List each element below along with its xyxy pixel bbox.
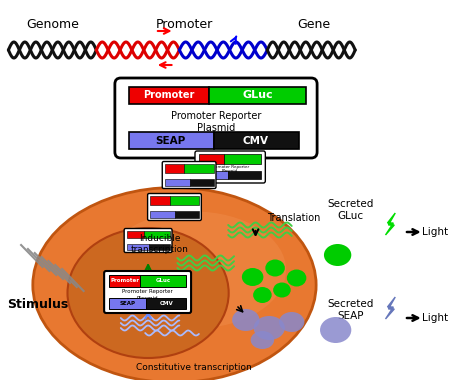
Ellipse shape (68, 228, 229, 358)
FancyBboxPatch shape (124, 228, 172, 252)
Text: GLuc: GLuc (242, 90, 273, 100)
Text: Gene: Gene (297, 17, 331, 30)
Ellipse shape (279, 312, 304, 332)
Text: Translation: Translation (267, 213, 321, 223)
Text: Promoter: Promoter (143, 90, 194, 100)
Ellipse shape (273, 282, 291, 298)
FancyBboxPatch shape (126, 244, 149, 250)
Ellipse shape (251, 331, 274, 349)
FancyBboxPatch shape (109, 275, 140, 287)
FancyBboxPatch shape (170, 196, 199, 205)
Text: Genome: Genome (26, 17, 79, 30)
Ellipse shape (324, 244, 351, 266)
FancyBboxPatch shape (214, 132, 298, 149)
Text: Inducible
transcription: Inducible transcription (131, 234, 189, 254)
Polygon shape (386, 297, 395, 319)
FancyBboxPatch shape (162, 162, 216, 188)
FancyBboxPatch shape (199, 171, 228, 179)
Ellipse shape (242, 268, 263, 286)
Text: SEAP: SEAP (120, 301, 135, 306)
Text: Plasmid: Plasmid (137, 296, 158, 301)
FancyBboxPatch shape (129, 132, 214, 149)
FancyBboxPatch shape (199, 154, 224, 164)
Text: Promoter Reporter
Plasmid: Promoter Reporter Plasmid (171, 111, 261, 133)
Ellipse shape (102, 212, 286, 328)
FancyBboxPatch shape (150, 211, 176, 218)
Ellipse shape (287, 269, 306, 287)
Text: SEAP: SEAP (155, 136, 186, 146)
FancyBboxPatch shape (228, 171, 261, 179)
FancyBboxPatch shape (149, 244, 170, 250)
FancyBboxPatch shape (195, 151, 266, 183)
FancyBboxPatch shape (148, 193, 201, 220)
Text: GLuc: GLuc (156, 279, 171, 283)
FancyBboxPatch shape (176, 211, 199, 218)
Polygon shape (386, 213, 395, 235)
Text: CMV: CMV (159, 301, 173, 306)
FancyBboxPatch shape (224, 154, 261, 164)
Ellipse shape (253, 287, 272, 303)
Text: Plasmid: Plasmid (222, 169, 238, 173)
Ellipse shape (266, 260, 285, 277)
Text: Promoter Reporter: Promoter Reporter (122, 290, 173, 294)
FancyBboxPatch shape (129, 87, 209, 104)
Ellipse shape (320, 317, 351, 343)
FancyBboxPatch shape (140, 275, 186, 287)
FancyBboxPatch shape (165, 164, 184, 173)
FancyBboxPatch shape (146, 298, 186, 309)
FancyBboxPatch shape (126, 231, 144, 238)
FancyBboxPatch shape (209, 87, 306, 104)
Text: Constitutive transcription: Constitutive transcription (136, 364, 252, 372)
Text: Stimulus: Stimulus (7, 299, 68, 312)
Ellipse shape (254, 316, 285, 340)
Text: Light: Light (422, 227, 448, 237)
Text: Promoter: Promoter (156, 17, 213, 30)
Ellipse shape (33, 187, 316, 380)
Text: Promoter: Promoter (110, 279, 139, 283)
Text: Secreted
GLuc: Secreted GLuc (327, 199, 374, 221)
Text: CMV: CMV (243, 136, 269, 146)
Ellipse shape (232, 309, 260, 331)
FancyBboxPatch shape (184, 164, 214, 173)
FancyBboxPatch shape (109, 298, 146, 309)
FancyBboxPatch shape (115, 78, 317, 158)
FancyBboxPatch shape (190, 179, 214, 186)
Text: Secreted
SEAP: Secreted SEAP (327, 299, 374, 321)
FancyBboxPatch shape (150, 196, 170, 205)
FancyBboxPatch shape (165, 179, 190, 186)
Text: Light: Light (422, 313, 448, 323)
Text: Promoter Reporter: Promoter Reporter (211, 165, 249, 169)
FancyBboxPatch shape (144, 231, 170, 238)
FancyBboxPatch shape (104, 271, 191, 313)
